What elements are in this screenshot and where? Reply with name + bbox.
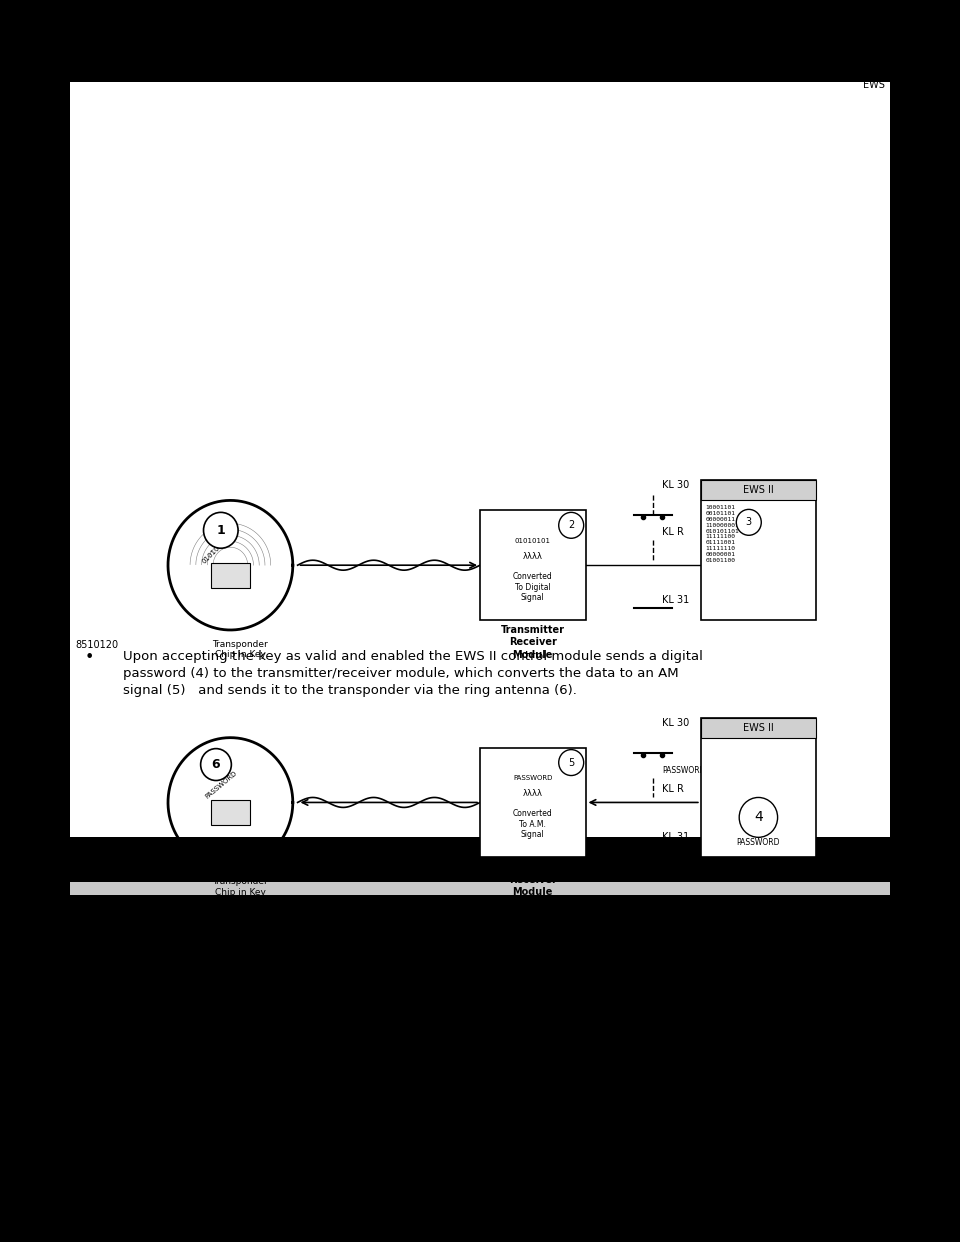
Text: λλλλ: λλλλ (523, 789, 542, 799)
Circle shape (204, 513, 238, 548)
Bar (701, 718, 816, 738)
Text: 13: 13 (857, 57, 885, 77)
Bar (211, 800, 250, 825)
Bar (211, 563, 250, 587)
Text: •: • (84, 650, 94, 664)
Text: •: • (84, 1037, 94, 1052)
Circle shape (559, 750, 584, 775)
Text: Upon accepting the key as valid and enabled the EWS II control module sends a di: Upon accepting the key as valid and enab… (123, 650, 703, 697)
Bar (480, 748, 586, 857)
Bar (70, 882, 890, 895)
Text: KL 30: KL 30 (662, 481, 689, 491)
Bar (701, 718, 816, 857)
Text: λλλλ: λλλλ (523, 551, 542, 561)
Text: 3: 3 (746, 518, 752, 528)
Text: Transmitter
Receiver
Module: Transmitter Receiver Module (501, 625, 564, 660)
Text: 01010101: 01010101 (202, 535, 230, 565)
Circle shape (201, 749, 231, 780)
Bar (480, 510, 586, 620)
Text: Transponder
Chip in Key: Transponder Chip in Key (212, 877, 268, 897)
Bar (70, 82, 890, 882)
Text: 8510120: 8510120 (75, 640, 118, 650)
Text: Principle of Operation: Principle of Operation (80, 904, 302, 922)
Text: •: • (84, 1221, 94, 1236)
Text: KL 30: KL 30 (662, 718, 689, 728)
Text: 5: 5 (568, 758, 574, 768)
Text: KL 31: KL 31 (662, 832, 689, 842)
Circle shape (736, 509, 761, 535)
Text: KL 31: KL 31 (662, 595, 689, 605)
Text: EWS II: EWS II (743, 486, 774, 496)
Text: The starting sequence involves communication between all the components of the s: The starting sequence involves communica… (80, 956, 706, 1004)
Bar (70, 837, 890, 882)
Text: Transponder
Chip in Key: Transponder Chip in Key (212, 640, 268, 660)
Text: EWS II: EWS II (743, 723, 774, 733)
Text: 4: 4 (754, 810, 763, 825)
Text: Powered up, the key transponder sends the key identification code to the transmi: Powered up, the key transponder sends th… (123, 1126, 720, 1174)
Text: The EWS II control module verifies the key identification code and checks to see: The EWS II control module verifies the k… (123, 1221, 698, 1242)
Circle shape (739, 797, 778, 837)
Text: carmanualsonline.info: carmanualsonline.info (403, 970, 557, 984)
Circle shape (559, 513, 584, 538)
Text: PASSWORD: PASSWORD (736, 838, 780, 847)
Text: EWS: EWS (863, 79, 885, 89)
Text: PASSWORD: PASSWORD (204, 770, 238, 800)
Text: 10001101
00101101
00000011
110000001
010101101
11111100
01111001
11111110
000000: 10001101 00101101 00000011 110000001 010… (706, 505, 739, 563)
Text: Converted
To A.M.
Signal: Converted To A.M. Signal (513, 810, 553, 840)
Text: KL R: KL R (662, 528, 684, 538)
Bar (701, 481, 816, 501)
Text: 01010101: 01010101 (515, 538, 551, 544)
Text: PASSWORD: PASSWORD (662, 765, 706, 775)
Text: •: • (84, 1126, 94, 1141)
Text: 8510121: 8510121 (75, 872, 118, 882)
Text: PASSWORD: PASSWORD (513, 775, 553, 781)
Text: 1: 1 (216, 524, 226, 537)
Text: Converted
To Digital
Signal: Converted To Digital Signal (513, 573, 553, 602)
Text: 6: 6 (212, 758, 220, 771)
Text: KL R: KL R (662, 785, 684, 795)
Text: Transmitter
Receiver
Module: Transmitter Receiver Module (501, 862, 564, 897)
Text: The key is inserted into the lock cylinder and switched “ON”.  The transmitter/r: The key is inserted into the lock cylind… (123, 1037, 701, 1100)
Bar (701, 481, 816, 620)
Text: 2: 2 (568, 520, 574, 530)
